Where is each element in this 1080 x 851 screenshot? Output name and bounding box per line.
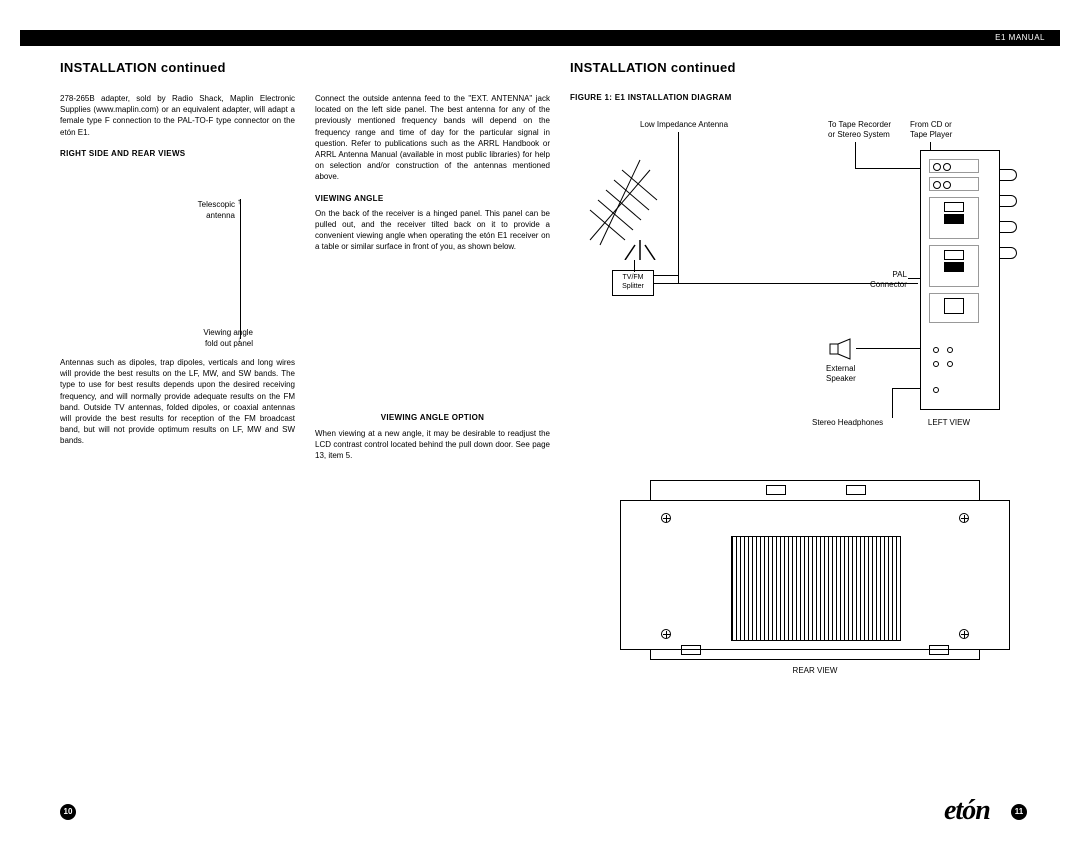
para-hinged: On the back of the receiver is a hinged … (315, 208, 550, 253)
page-number-right: 11 (1011, 804, 1027, 820)
antenna-diagram: ↑ ↓ Telescopic antenna Viewing angle fol… (60, 199, 295, 349)
label-stereo-hp: Stereo Headphones (812, 418, 883, 428)
telescopic-label: Telescopic antenna (198, 199, 235, 221)
left-view-label: LEFT VIEW (928, 418, 970, 427)
label-pal: PAL Connector (870, 270, 907, 291)
label-from-cd: From CD or Tape Player (910, 120, 952, 141)
label-ext-speaker: External Speaker (826, 364, 856, 385)
vent-grille (731, 536, 901, 641)
brand-logo: etón (944, 795, 990, 827)
heading-viewing-angle: VIEWING ANGLE (315, 193, 550, 204)
heading-viewing-option: VIEWING ANGLE OPTION (315, 412, 550, 423)
figure-title: FIGURE 1: E1 INSTALLATION DIAGRAM (570, 93, 1060, 102)
foldout-label: Viewing angle fold out panel (203, 327, 253, 349)
label-low-impedance: Low Impedance Antenna (640, 120, 728, 130)
para-antennas: Antennas such as dipoles, trap dipoles, … (60, 357, 295, 447)
page-right: INSTALLATION continued FIGURE 1: E1 INST… (570, 60, 1060, 800)
label-to-tape: To Tape Recorder or Stereo System (828, 120, 891, 141)
page-title-left: INSTALLATION continued (60, 60, 550, 75)
speaker-icon (828, 338, 856, 360)
para-adapter: 278-265B adapter, sold by Radio Shack, M… (60, 93, 295, 138)
yagi-antenna-icon (570, 140, 690, 260)
para-connect: Connect the outside antenna feed to the … (315, 93, 550, 183)
rear-view-diagram (620, 480, 1010, 660)
para-lcd: When viewing at a new angle, it may be d… (315, 428, 550, 462)
rear-view-label: REAR VIEW (570, 666, 1060, 675)
header-bar: E1 MANUAL (20, 30, 1060, 46)
page-number-left: 10 (60, 804, 76, 820)
left-column-2: Connect the outside antenna feed to the … (315, 93, 550, 471)
splitter-box: TV/FM Splitter (612, 270, 654, 296)
page-title-right: INSTALLATION continued (570, 60, 1060, 75)
device-left-view (920, 150, 1000, 410)
page-left: INSTALLATION continued 278-265B adapter,… (60, 60, 550, 800)
manual-label: E1 MANUAL (995, 33, 1045, 42)
heading-views: RIGHT SIDE AND REAR VIEWS (60, 148, 295, 159)
left-column-1: 278-265B adapter, sold by Radio Shack, M… (60, 93, 295, 471)
install-diagram: Low Impedance Antenna To Tape Recorder o… (570, 120, 1000, 440)
